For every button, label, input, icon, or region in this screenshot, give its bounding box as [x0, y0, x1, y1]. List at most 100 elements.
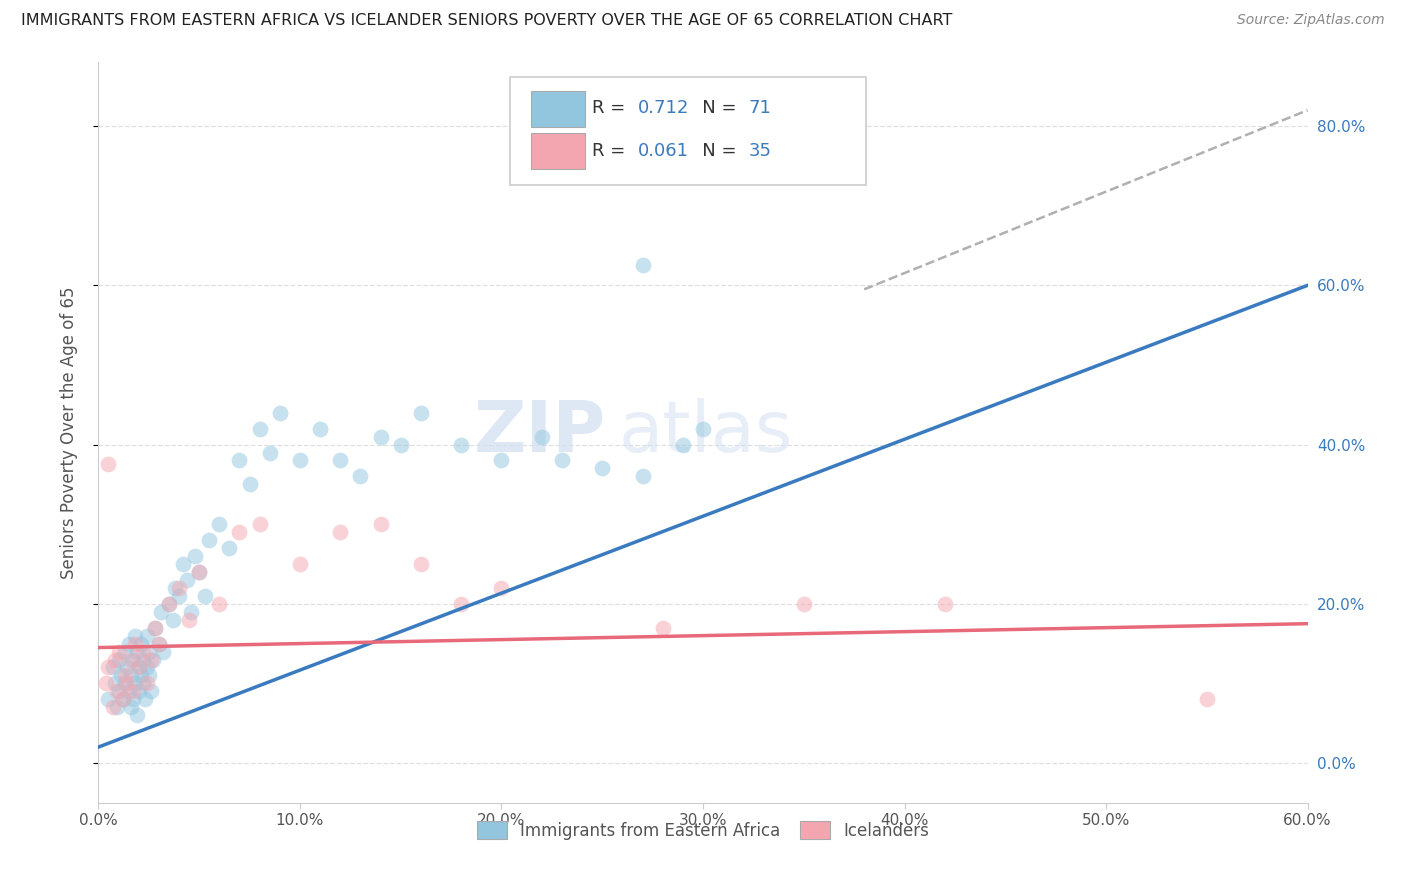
- Legend: Immigrants from Eastern Africa, Icelanders: Immigrants from Eastern Africa, Icelande…: [470, 814, 936, 847]
- Point: [148, 637, 170, 651]
- Point: [163, 581, 186, 595]
- Text: 0.061: 0.061: [638, 143, 689, 161]
- Point: [124, 629, 146, 643]
- Point: [259, 445, 281, 459]
- Point: [143, 621, 166, 635]
- Point: [114, 676, 136, 690]
- Point: [194, 589, 217, 603]
- Point: [148, 637, 170, 651]
- Point: [631, 469, 654, 483]
- Point: [97, 458, 120, 472]
- Point: [228, 525, 250, 540]
- Point: [228, 453, 250, 467]
- Point: [115, 676, 138, 690]
- Point: [370, 429, 392, 443]
- Point: [218, 541, 240, 555]
- Point: [111, 692, 134, 706]
- Point: [107, 652, 129, 666]
- FancyBboxPatch shape: [509, 78, 866, 185]
- Point: [208, 597, 231, 611]
- Point: [188, 565, 211, 579]
- Point: [591, 461, 613, 475]
- Point: [96, 676, 118, 690]
- Point: [172, 557, 194, 571]
- Point: [349, 469, 371, 483]
- Point: [179, 613, 201, 627]
- Point: [132, 652, 155, 666]
- Point: [135, 660, 157, 674]
- Point: [121, 692, 143, 706]
- Text: ZIP: ZIP: [474, 398, 606, 467]
- Point: [157, 597, 180, 611]
- Point: [101, 660, 124, 674]
- Point: [114, 668, 136, 682]
- Point: [101, 700, 124, 714]
- Point: [120, 668, 142, 682]
- Point: [118, 637, 141, 651]
- Point: [152, 644, 174, 658]
- Point: [139, 652, 162, 666]
- Point: [530, 429, 553, 443]
- Text: atlas: atlas: [619, 398, 793, 467]
- Point: [184, 549, 207, 563]
- Point: [103, 676, 125, 690]
- Point: [176, 573, 198, 587]
- Point: [107, 684, 129, 698]
- Point: [118, 684, 141, 698]
- Point: [672, 437, 695, 451]
- Point: [111, 692, 134, 706]
- Text: IMMIGRANTS FROM EASTERN AFRICA VS ICELANDER SENIORS POVERTY OVER THE AGE OF 65 C: IMMIGRANTS FROM EASTERN AFRICA VS ICELAN…: [21, 13, 952, 29]
- Point: [121, 684, 143, 698]
- Text: Source: ZipAtlas.com: Source: ZipAtlas.com: [1237, 13, 1385, 28]
- Point: [129, 668, 152, 682]
- Point: [409, 557, 432, 571]
- Point: [551, 453, 574, 467]
- Point: [134, 692, 156, 706]
- Point: [167, 589, 190, 603]
- Point: [370, 517, 392, 532]
- Point: [125, 708, 148, 723]
- Point: [105, 684, 128, 698]
- Point: [97, 660, 120, 674]
- Point: [138, 668, 160, 682]
- Point: [135, 629, 157, 643]
- Point: [129, 637, 152, 651]
- Point: [934, 597, 956, 611]
- Point: [409, 406, 432, 420]
- Point: [121, 652, 143, 666]
- Point: [269, 406, 291, 420]
- Point: [329, 453, 352, 467]
- Point: [128, 684, 150, 698]
- Point: [124, 637, 146, 651]
- Point: [128, 660, 150, 674]
- Point: [120, 700, 142, 714]
- Point: [239, 477, 262, 491]
- Point: [198, 533, 221, 547]
- Point: [692, 422, 714, 436]
- Point: [124, 676, 146, 690]
- Point: [309, 422, 332, 436]
- Point: [288, 453, 311, 467]
- Point: [125, 644, 148, 658]
- Point: [114, 644, 136, 658]
- Point: [288, 557, 311, 571]
- Point: [249, 422, 271, 436]
- Text: R =: R =: [592, 143, 631, 161]
- Text: 71: 71: [749, 99, 772, 118]
- Point: [1195, 692, 1218, 706]
- Point: [491, 453, 513, 467]
- Point: [491, 581, 513, 595]
- Point: [139, 684, 162, 698]
- Point: [149, 605, 172, 619]
- Point: [329, 525, 352, 540]
- Point: [120, 652, 142, 666]
- Text: 0.712: 0.712: [638, 99, 689, 118]
- Point: [142, 652, 165, 666]
- Point: [110, 668, 132, 682]
- Y-axis label: Seniors Poverty Over the Age of 65: Seniors Poverty Over the Age of 65: [59, 286, 77, 579]
- FancyBboxPatch shape: [531, 133, 585, 169]
- Point: [249, 517, 271, 532]
- Point: [105, 700, 128, 714]
- Text: N =: N =: [685, 99, 742, 118]
- Point: [132, 644, 155, 658]
